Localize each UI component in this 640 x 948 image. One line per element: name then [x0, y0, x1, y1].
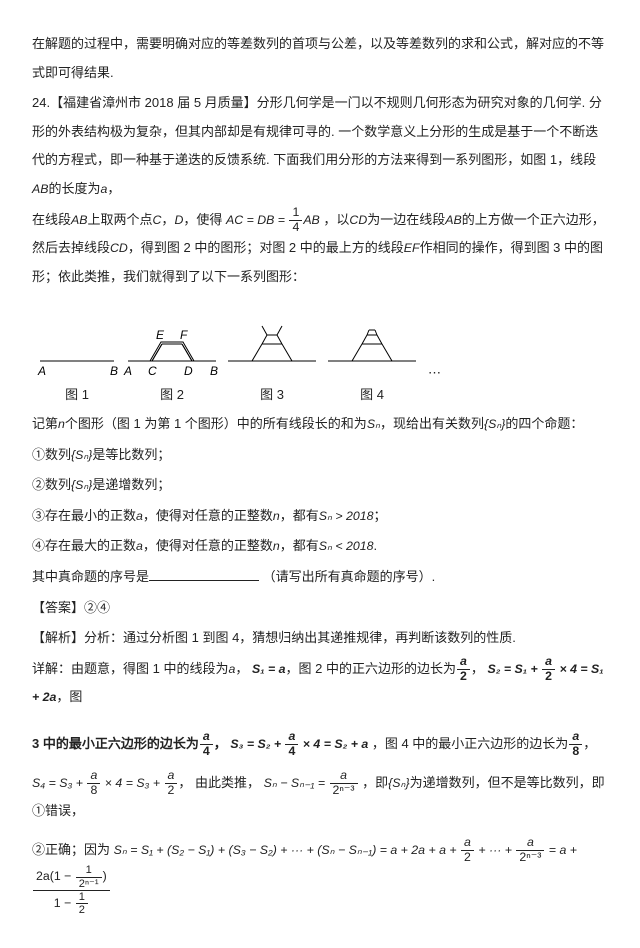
- frac-a-4: a4: [200, 730, 213, 758]
- caption-1: 图 1: [32, 381, 122, 410]
- frac-1-4: 14: [289, 206, 302, 234]
- q24-text-g: ，使得: [183, 212, 222, 227]
- big-geo-frac: 2a(1 − 12ⁿ⁻¹) 1 − 12: [33, 864, 110, 916]
- sym-ab-3: AB: [445, 213, 461, 227]
- question-24: 24.【福建省漳州市 2018 届 5 月质量】分形几何学是一门以不规则几何形态…: [32, 89, 608, 203]
- q24-text-b: 的长度为: [48, 181, 100, 196]
- caption-2: 图 2: [122, 381, 222, 410]
- intro-paragraph: 在解题的过程中，需要明确对应的等差数列的首项与公差，以及等差数列的求和公式，解对…: [32, 30, 608, 87]
- q24-text-h: ，以: [323, 212, 349, 227]
- svg-text:E: E: [156, 328, 165, 342]
- analysis-label: 【解析】: [32, 630, 84, 645]
- figures-row: A B 图 1: [32, 293, 608, 410]
- svg-text:C: C: [148, 364, 157, 378]
- sym-cd: CD: [349, 213, 367, 227]
- figure-3: 图 3: [222, 293, 322, 410]
- figure-4: 图 4: [322, 293, 422, 410]
- svg-text:A: A: [123, 364, 132, 378]
- svg-text:B: B: [210, 364, 218, 378]
- sym-ab: AB: [32, 182, 48, 196]
- answer-label: 【答案】: [32, 600, 84, 615]
- svg-text:B: B: [110, 364, 118, 378]
- q24-text-k: ，得到图 2 中的图形；对图 2 中的最上方的线段: [128, 240, 404, 255]
- q24-text-d: 在线段: [32, 212, 71, 227]
- ellipsis: ⋯: [428, 365, 441, 380]
- detail-line-1: 详解：由题意，得图 1 中的线段为a， S₁ = a，图 2 中的正六边形的边长…: [32, 655, 608, 712]
- detail-line-3: S₄ = S₃ + a8 × 4 = S₃ + a2， 由此类推， Sₙ − S…: [32, 769, 608, 826]
- question-24-line2: 在线段AB上取两个点C，D，使得 AC = DB = 14AB ，以CD为一边在…: [32, 206, 608, 292]
- proposition-2: ②数列{Sₙ}是递增数列；: [32, 471, 608, 500]
- caption-3: 图 3: [222, 381, 322, 410]
- q24-text-e: 上取两个点: [87, 212, 152, 227]
- figure-dots: ⋯: [422, 359, 447, 410]
- q24-text-f: ，: [161, 212, 174, 227]
- caption-4: 图 4: [322, 381, 422, 410]
- proposition-4: ④存在最大的正数a，使得对任意的正整数n，都有Sₙ < 2018.: [32, 532, 608, 561]
- svg-text:F: F: [180, 328, 188, 342]
- answer-line: 【答案】②④: [32, 594, 608, 623]
- answer-value: ②④: [84, 600, 110, 615]
- proposition-3: ③存在最小的正数a，使得对任意的正整数n，都有Sₙ > 2018；: [32, 502, 608, 531]
- figure-1: A B 图 1: [32, 293, 122, 410]
- q24-text-c: ，: [107, 181, 120, 196]
- svg-text:A: A: [37, 364, 46, 378]
- analysis-text: 分析：通过分析图 1 到图 4，猜想归纳出其递推规律，再判断该数列的性质.: [84, 630, 516, 645]
- frac-a-2: a2: [457, 655, 470, 683]
- frac-a-8: a8: [569, 730, 582, 758]
- statement-sn: 记第n个图形（图 1 为第 1 个图形）中的所有线段长的和为Sₙ，现给出有关数列…: [32, 410, 608, 439]
- sym-ef: EF: [404, 241, 420, 255]
- q24-text-i: 为一边在线段: [367, 212, 445, 227]
- q24-text-a: 24.【福建省漳州市 2018 届 5 月质量】分形几何学是一门以不规则几何形态…: [32, 95, 602, 167]
- proposition-1: ①数列{Sₙ}是等比数列；: [32, 441, 608, 470]
- sym-cd-2: CD: [110, 241, 128, 255]
- true-proposition-prompt: 其中真命题的序号是 （请写出所有真命题的序号）.: [32, 563, 608, 592]
- svg-text:D: D: [184, 364, 193, 378]
- detail-line-2: 3 中的最小正六边形的边长为a4， S₃ = S₂ + a4 × 4 = S₂ …: [32, 730, 608, 759]
- figure-2: A C D B E F 图 2: [122, 293, 222, 410]
- sym-ab-2: AB: [71, 213, 87, 227]
- analysis-line: 【解析】分析：通过分析图 1 到图 4，猜想归纳出其递推规律，再判断该数列的性质…: [32, 624, 608, 653]
- sym-abr: AB: [303, 213, 319, 227]
- detail-line-4: ②正确；因为 Sₙ = S₁ + (S₂ − S₁) + (S₃ − S₂) +…: [32, 836, 608, 917]
- sym-acdb: AC = DB =: [226, 213, 288, 227]
- answer-blank: [149, 567, 259, 581]
